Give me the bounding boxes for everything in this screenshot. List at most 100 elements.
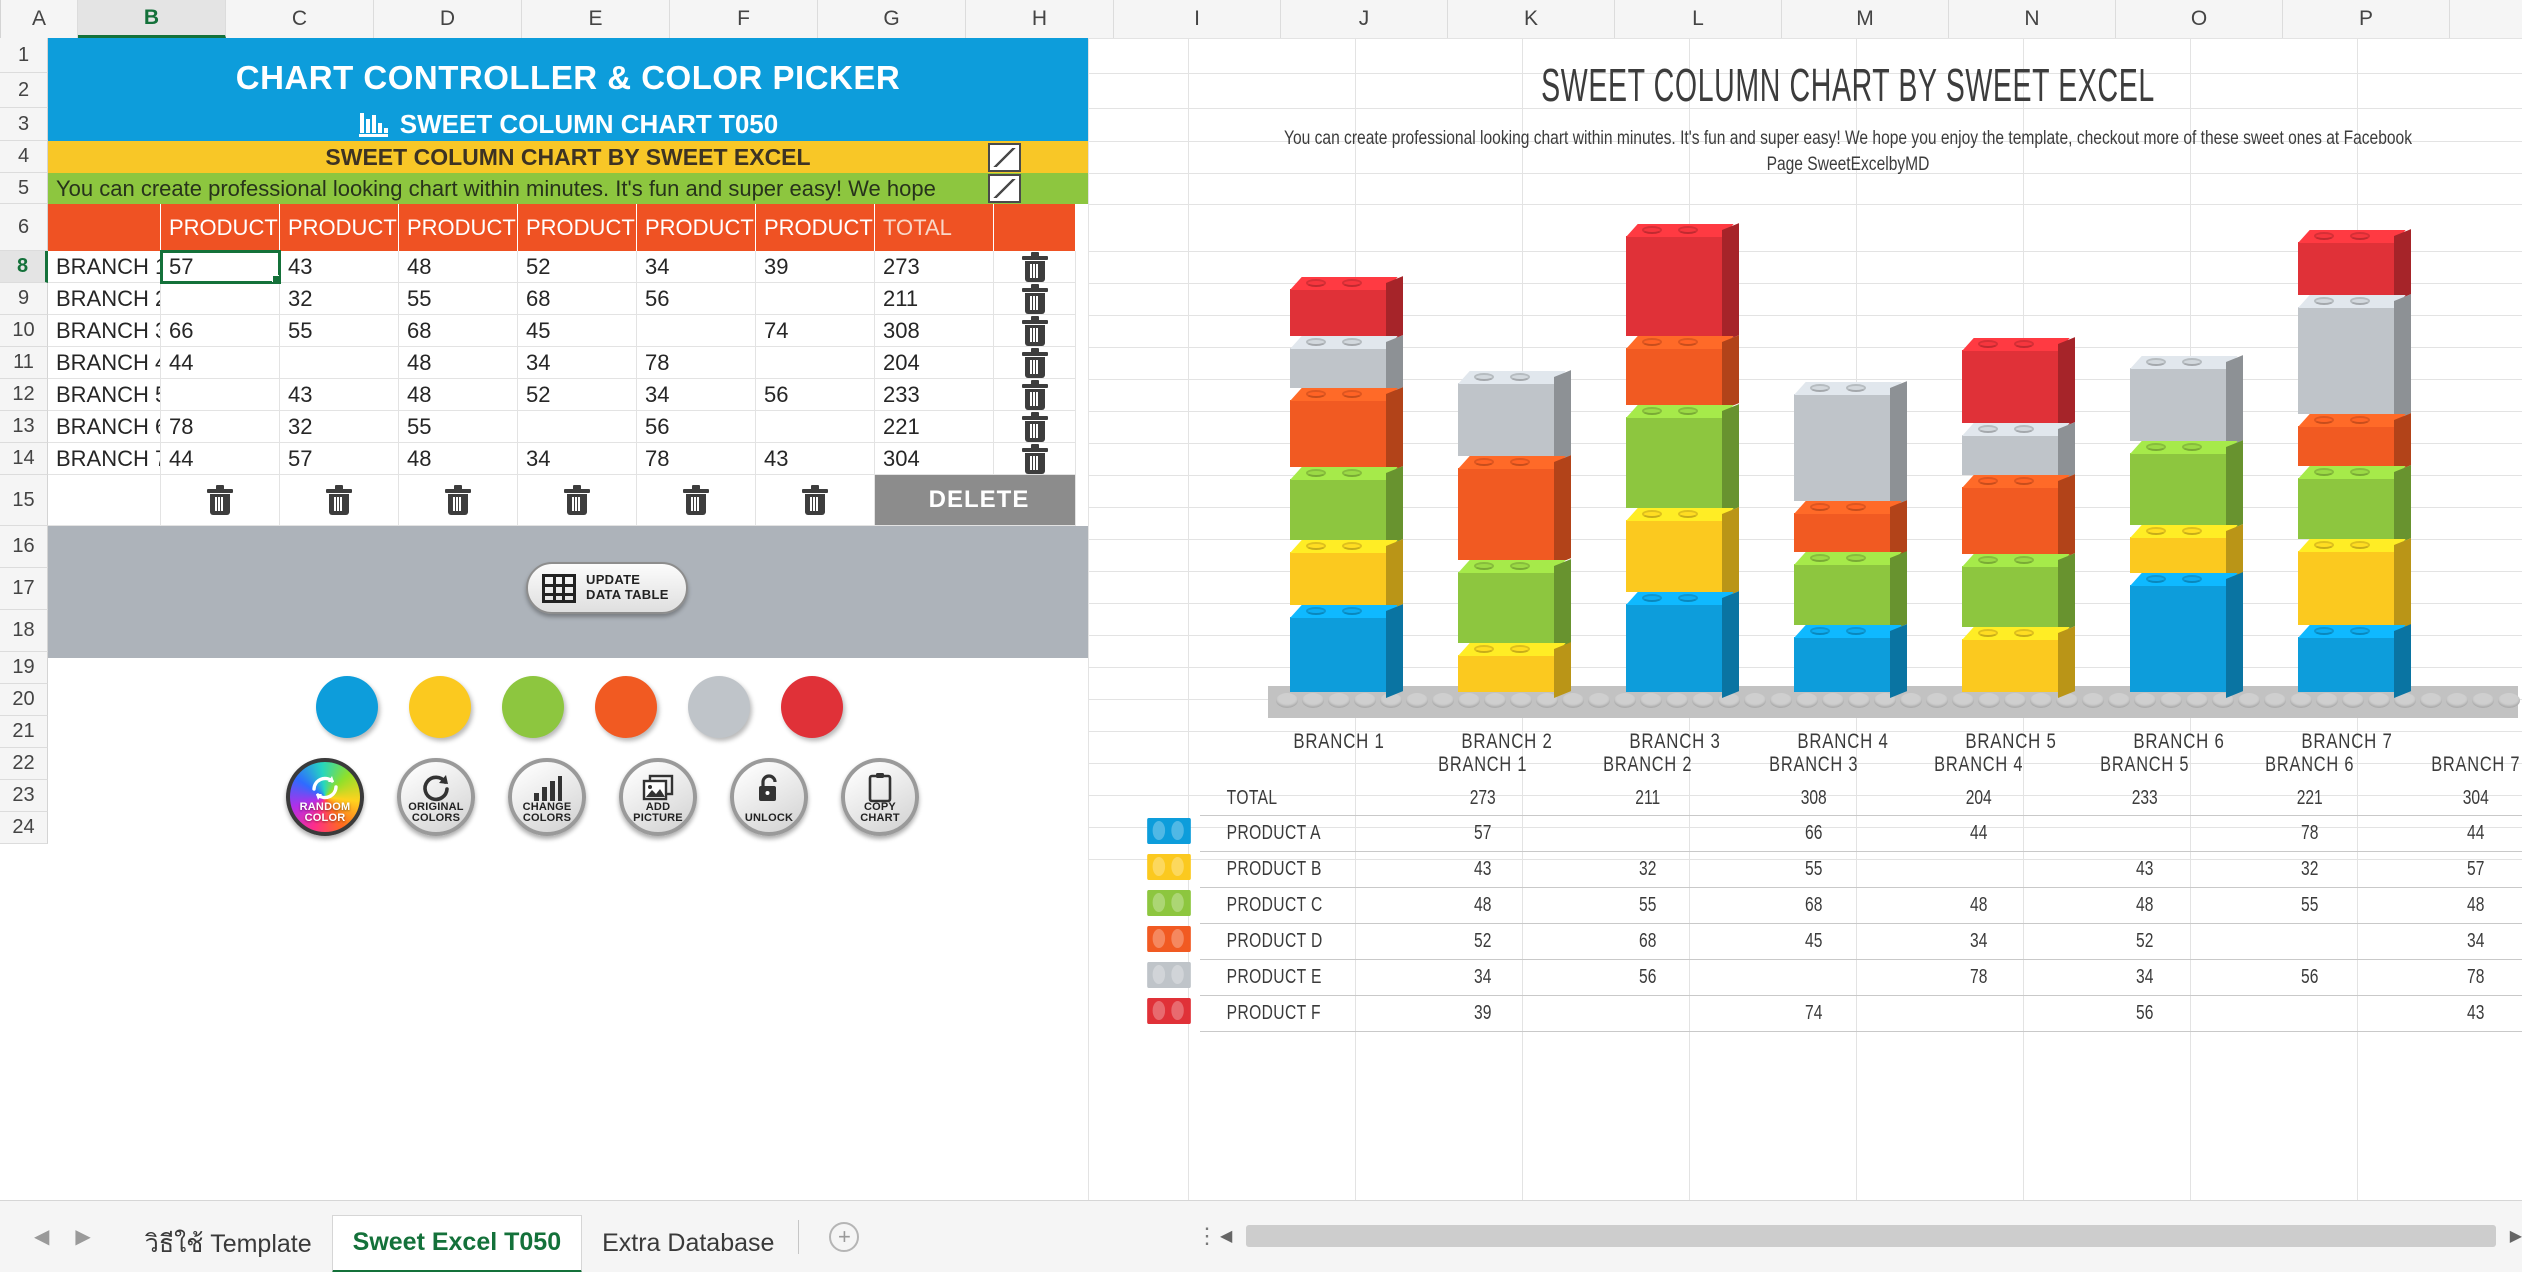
cell-r10-c3[interactable]: 45 bbox=[518, 315, 637, 347]
header-product-c[interactable]: PRODUCT bbox=[399, 204, 518, 251]
cell-r11-c4[interactable]: 78 bbox=[637, 347, 756, 379]
column-header-d[interactable]: D bbox=[374, 0, 522, 38]
cell-r13-c1[interactable]: 32 bbox=[280, 411, 399, 443]
delete-row-button[interactable] bbox=[994, 283, 1076, 315]
row-header-6[interactable]: 6 bbox=[0, 204, 48, 251]
cell-r14-c0[interactable]: 44 bbox=[161, 443, 280, 475]
row-header-9[interactable]: 9 bbox=[0, 283, 48, 315]
row-header-11[interactable]: 11 bbox=[0, 347, 48, 379]
delete-all-button[interactable]: DELETE bbox=[875, 475, 1076, 526]
delete-column-b-button[interactable] bbox=[280, 475, 399, 526]
cell-r8-c0[interactable]: 57 bbox=[160, 250, 281, 284]
branch-label[interactable]: BRANCH 3 bbox=[48, 315, 161, 347]
sheet-tab-1[interactable]: วิธีใช้ Template bbox=[144, 1229, 312, 1258]
update-data-table-button[interactable]: UPDATE DATA TABLE bbox=[526, 562, 688, 614]
table-row[interactable]: BRANCH 3 66 55 68 45 74 308 bbox=[48, 315, 1088, 347]
row-header-3[interactable]: 3 bbox=[0, 108, 48, 141]
insert-picture-icon-2[interactable] bbox=[988, 174, 1021, 203]
table-row[interactable]: BRANCH 4 44 48 34 78 204 bbox=[48, 347, 1088, 379]
row-header-24[interactable]: 24 bbox=[0, 812, 48, 844]
delete-column-c-button[interactable] bbox=[399, 475, 518, 526]
row-header-1[interactable]: 1 bbox=[0, 38, 48, 73]
column-header-j[interactable]: J bbox=[1281, 0, 1448, 38]
delete-row-button[interactable] bbox=[994, 379, 1076, 411]
column-header-b[interactable]: B bbox=[78, 0, 226, 38]
row-header-20[interactable]: 20 bbox=[0, 684, 48, 716]
cell-r10-c2[interactable]: 68 bbox=[399, 315, 518, 347]
select-all-corner[interactable] bbox=[0, 0, 1, 38]
row-header-17[interactable]: 17 bbox=[0, 568, 48, 610]
chevron-right-icon[interactable]: ▶ bbox=[75, 1226, 91, 1248]
table-row[interactable]: BRANCH 2 32 55 68 56 211 bbox=[48, 283, 1088, 315]
cell-r9-c5[interactable] bbox=[756, 283, 875, 315]
cell-r13-c2[interactable]: 55 bbox=[399, 411, 518, 443]
horizontal-scrollbar[interactable]: ⋮ ◀ ▶ bbox=[1182, 1200, 2522, 1272]
cell-r8-c1[interactable]: 43 bbox=[280, 251, 399, 283]
column-header-m[interactable]: M bbox=[1782, 0, 1949, 38]
row-header-4[interactable]: 4 bbox=[0, 141, 48, 173]
branch-label[interactable]: BRANCH 6 bbox=[48, 411, 161, 443]
column-header-p[interactable]: P bbox=[2283, 0, 2450, 38]
cell-r12-c2[interactable]: 48 bbox=[399, 379, 518, 411]
action-button-add-picture[interactable]: ADD PICTURE bbox=[619, 758, 697, 836]
column-header-o[interactable]: O bbox=[2116, 0, 2283, 38]
column-header-e[interactable]: E bbox=[522, 0, 670, 38]
column-header-f[interactable]: F bbox=[670, 0, 818, 38]
cell-r13-c0[interactable]: 78 bbox=[161, 411, 280, 443]
branch-label[interactable]: BRANCH 4 bbox=[48, 347, 161, 379]
cell-r13-c5[interactable] bbox=[756, 411, 875, 443]
cell-r10-c0[interactable]: 66 bbox=[161, 315, 280, 347]
row-header-2[interactable]: 2 bbox=[0, 73, 48, 108]
delete-column-d-button[interactable] bbox=[518, 475, 637, 526]
cell-r13-c3[interactable] bbox=[518, 411, 637, 443]
cell-r9-c4[interactable]: 56 bbox=[637, 283, 756, 315]
row-header-14[interactable]: 14 bbox=[0, 443, 48, 475]
vertical-dots-icon[interactable]: ⋮ bbox=[1196, 1223, 1220, 1248]
cell-r11-c3[interactable]: 34 bbox=[518, 347, 637, 379]
row-header-19[interactable]: 19 bbox=[0, 652, 48, 684]
cell-r11-c1[interactable] bbox=[280, 347, 399, 379]
header-product-f[interactable]: PRODUCT bbox=[756, 204, 875, 251]
branch-label[interactable]: BRANCH 2 bbox=[48, 283, 161, 315]
row-header-8[interactable]: 8 bbox=[0, 251, 48, 283]
cell-r12-c3[interactable]: 52 bbox=[518, 379, 637, 411]
color-swatch-yellow[interactable] bbox=[409, 676, 471, 738]
cell-r13-c4[interactable]: 56 bbox=[637, 411, 756, 443]
row-header-21[interactable]: 21 bbox=[0, 716, 48, 748]
cell-r8-c2[interactable]: 48 bbox=[399, 251, 518, 283]
branch-label[interactable]: BRANCH 7 bbox=[48, 443, 161, 475]
delete-column-f-button[interactable] bbox=[756, 475, 875, 526]
action-button-copy-chart[interactable]: COPY CHART bbox=[841, 758, 919, 836]
worksheet-grid[interactable]: CHART CONTROLLER & COLOR PICKER SWEET CO… bbox=[48, 38, 2522, 1200]
color-swatch-orange[interactable] bbox=[595, 676, 657, 738]
data-table-body[interactable]: BRANCH 1 57 43 48 52 34 39 273 BRANCH 2 32 55 68 56 2… bbox=[48, 250, 1088, 475]
cell-r11-c2[interactable]: 48 bbox=[399, 347, 518, 379]
column-header-g[interactable]: G bbox=[818, 0, 966, 38]
row-header-16[interactable]: 16 bbox=[0, 526, 48, 568]
cell-r8-c5[interactable]: 39 bbox=[756, 251, 875, 283]
delete-row-button[interactable] bbox=[994, 347, 1076, 379]
row-header-18[interactable]: 18 bbox=[0, 610, 48, 652]
delete-row-button[interactable] bbox=[994, 443, 1076, 475]
branch-label[interactable]: BRANCH 1 bbox=[48, 251, 161, 283]
sheet-tab-3[interactable]: Extra Database bbox=[602, 1229, 775, 1257]
row-header-12[interactable]: 12 bbox=[0, 379, 48, 411]
insert-picture-icon[interactable] bbox=[988, 143, 1021, 172]
cell-r11-c5[interactable] bbox=[756, 347, 875, 379]
cell-r14-c5[interactable]: 43 bbox=[756, 443, 875, 475]
delete-row-button[interactable] bbox=[994, 315, 1076, 347]
column-header-h[interactable]: H bbox=[966, 0, 1114, 38]
delete-column-a-button[interactable] bbox=[161, 475, 280, 526]
cell-r12-c4[interactable]: 34 bbox=[637, 379, 756, 411]
column-header-a[interactable]: A bbox=[1, 0, 78, 38]
cell-r9-c3[interactable]: 68 bbox=[518, 283, 637, 315]
cell-r10-c1[interactable]: 55 bbox=[280, 315, 399, 347]
header-product-a[interactable]: PRODUCT bbox=[161, 204, 280, 251]
chevron-left-icon[interactable]: ◀ bbox=[34, 1226, 50, 1248]
header-product-e[interactable]: PRODUCT bbox=[637, 204, 756, 251]
column-header-c[interactable]: C bbox=[226, 0, 374, 38]
header-product-d[interactable]: PRODUCT bbox=[518, 204, 637, 251]
cell-r11-c0[interactable]: 44 bbox=[161, 347, 280, 379]
cell-r14-c1[interactable]: 57 bbox=[280, 443, 399, 475]
column-header-i[interactable]: I bbox=[1114, 0, 1281, 38]
